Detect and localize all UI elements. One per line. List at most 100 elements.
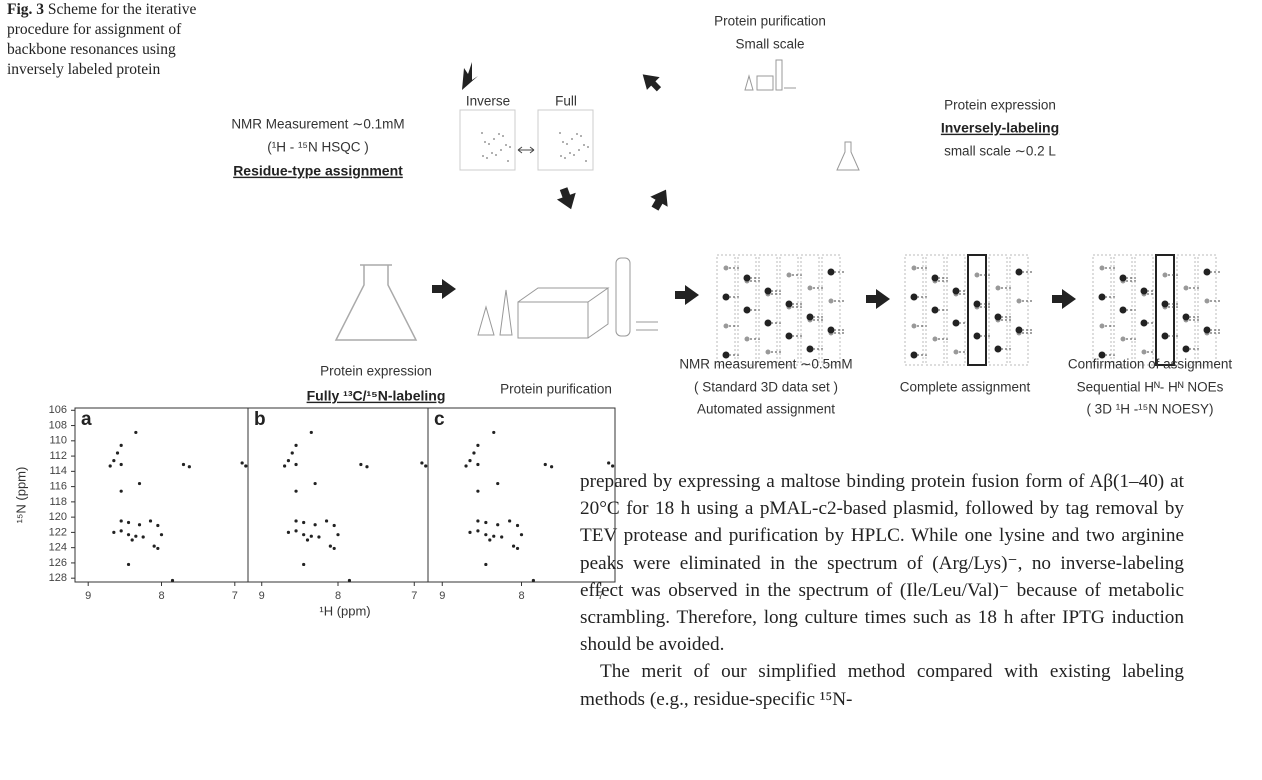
peak [116, 451, 119, 454]
scheme-label: Inversely-labeling [941, 120, 1059, 136]
peak [310, 535, 313, 538]
scheme-label: small scale ∼0.2 L [944, 144, 1056, 159]
strip-peak [787, 273, 792, 278]
peak [333, 524, 336, 527]
y-tick-label: 108 [49, 419, 67, 431]
strip-peak [744, 275, 751, 282]
peak [112, 531, 115, 534]
peak [476, 529, 479, 532]
double-arrow [518, 147, 534, 153]
peak [127, 533, 130, 536]
hsqc-dot [502, 135, 504, 137]
strip-peak [1120, 307, 1127, 314]
y-tick-label: 126 [49, 557, 67, 569]
y-tick-label: 120 [49, 511, 67, 523]
strip [905, 255, 923, 365]
hsqc-dot [587, 146, 589, 148]
hsqc-dot [493, 138, 495, 140]
strip-peak [765, 288, 772, 295]
scheme-label: Small scale [735, 37, 804, 52]
strip-peak [807, 314, 814, 321]
y-tick-label: 110 [49, 435, 67, 447]
peak [153, 545, 156, 548]
hsqc-dot [578, 149, 580, 151]
strip-peak [1183, 346, 1190, 353]
hsqc-dot [505, 144, 507, 146]
peak [306, 538, 309, 541]
scheme-label: Automated assignment [697, 402, 835, 417]
hsqc-dot [585, 160, 587, 162]
y-axis-label: ¹⁵N (ppm) [13, 467, 28, 524]
hsqc-dot [583, 144, 585, 146]
strip-peak [1017, 299, 1022, 304]
x-tick-label: 8 [158, 590, 164, 602]
arrow [637, 67, 665, 95]
y-tick-label: 106 [49, 404, 67, 416]
strip-peak [828, 327, 835, 334]
peak [484, 533, 487, 536]
page: Fig. 3 Scheme for the iterative procedur… [0, 0, 1262, 780]
peak [138, 482, 141, 485]
peak [156, 524, 159, 527]
hsqc-dot [482, 155, 484, 157]
peak [336, 533, 339, 536]
strip-peak [912, 324, 917, 329]
peak [120, 444, 123, 447]
x-tick-label: 8 [335, 590, 341, 602]
peak [287, 531, 290, 534]
hsqc-box [460, 110, 515, 170]
peak [317, 535, 320, 538]
peak [120, 529, 123, 532]
strip-peak [933, 337, 938, 342]
scheme-label: Protein purification [500, 382, 612, 397]
scheme-label: Complete assignment [900, 380, 1031, 395]
strip-peak [1163, 273, 1168, 278]
hsqc-dot [488, 143, 490, 145]
peak [476, 490, 479, 493]
strip-peak [1016, 327, 1023, 334]
peak [508, 519, 511, 522]
strip-peak [1100, 324, 1105, 329]
peak [287, 459, 290, 462]
flask-icon [837, 142, 859, 170]
strip-peak [975, 273, 980, 278]
strip-peak [911, 352, 918, 359]
peak [171, 579, 174, 582]
hsqc-dot [484, 141, 486, 143]
strip-peak [953, 288, 960, 295]
strip [1093, 255, 1111, 365]
strip-peak [932, 307, 939, 314]
scheme-label: Confirmation of assignment [1068, 357, 1233, 372]
peak [127, 521, 130, 524]
strip-peak [1183, 314, 1190, 321]
strip-plots [481, 132, 1220, 365]
peak [532, 579, 535, 582]
strip-peak [1099, 294, 1106, 301]
peak [468, 531, 471, 534]
arrow [646, 185, 674, 214]
scheme-label: Inverse [466, 94, 510, 109]
scheme-label: Protein expression [320, 364, 432, 379]
peak [516, 547, 519, 550]
scheme-label: Sequential Hᴺ- Hᴺ NOEs [1077, 380, 1224, 395]
strip [968, 255, 986, 365]
peak [283, 464, 286, 467]
peak [142, 535, 145, 538]
arrow [866, 289, 890, 309]
hsqc-dot [559, 132, 561, 134]
strip-peak [1100, 266, 1105, 271]
peak [484, 563, 487, 566]
y-tick-label: 124 [49, 542, 67, 554]
peak [112, 459, 115, 462]
peak [468, 459, 471, 462]
strip-peak [954, 350, 959, 355]
strip-peak [723, 294, 730, 301]
peak [109, 464, 112, 467]
peak [512, 545, 515, 548]
purification-small-icon [745, 60, 796, 90]
strip-peak [932, 275, 939, 282]
scheme-label: Protein expression [944, 98, 1056, 113]
strip-peak [1162, 301, 1169, 308]
strip [1156, 255, 1174, 365]
strip-peak [953, 320, 960, 327]
